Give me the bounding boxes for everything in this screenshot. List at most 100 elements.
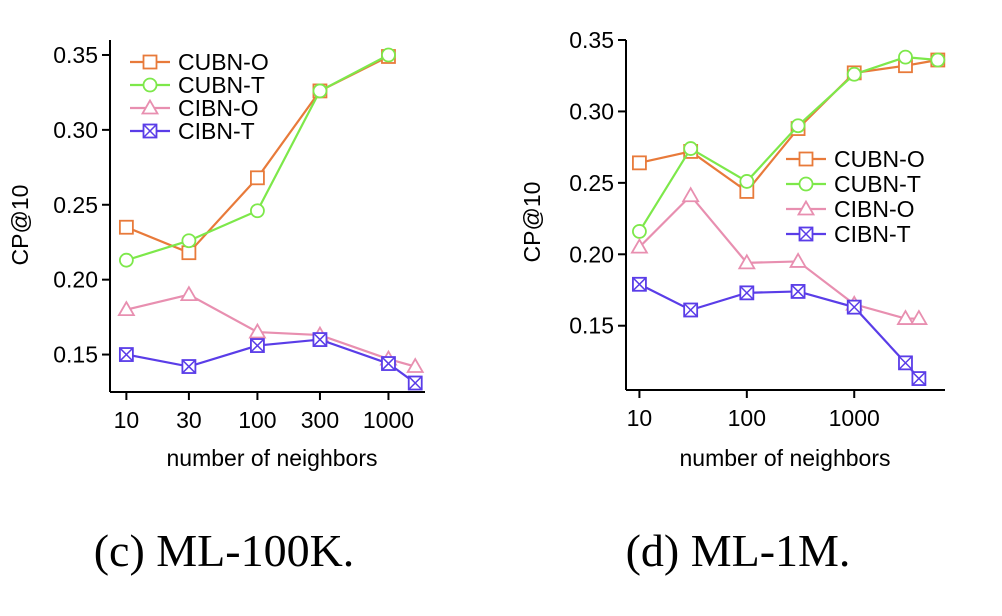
marker-x-stroke [683,302,698,318]
marker-triangle [896,309,915,325]
legend-entry: CUBN-T [786,171,921,197]
x-tick-label: 30 [176,407,202,433]
y-tick-label: 0.25 [569,170,614,196]
marker-x-stroke [791,284,806,299]
y-tick-label: 0.30 [569,98,614,124]
marker-boxed-x [790,284,806,299]
y-axis-label: CP@10 [7,185,33,266]
marker-x-stroke [911,371,926,386]
legend-entry: CIBN-T [130,118,255,144]
legend-label: CIBN-T [834,221,911,247]
marker-x-stroke [408,375,423,391]
legend-entry: CUBN-T [130,72,265,98]
y-tick-label: 0.15 [53,342,98,368]
y-tick-label: 0.20 [53,267,98,293]
marker-triangle [117,300,136,317]
plot-area: 0.15 0.20 0.25 0.30 0.35 10 100 1000 CUBN-OCUBN-… [569,27,946,431]
marker-circle [683,141,699,156]
legend-label: CUBN-T [834,171,921,197]
x-tick-label: 100 [238,407,276,433]
marker-boxed-x [118,347,134,362]
marker-square [632,155,647,171]
panel-ml-100k: 0.15 0.20 0.25 0.30 0.35 10 30 100 300 1000 CUBN-O… [7,40,425,576]
marker-x-stroke [181,359,196,374]
panel-caption: (d) ML-1M. [626,525,851,576]
legend-label: CIBN-O [834,196,915,222]
marker-circle [250,203,265,219]
x-tick-label: 10 [114,407,140,433]
marker-triangle [737,253,756,270]
marker-x-stroke [119,347,134,362]
marker-boxed-x [739,285,755,301]
marker-triangle [406,357,425,373]
marker-boxed-x [250,338,265,353]
marker-x-stroke [798,226,814,242]
marker-circle [739,174,755,189]
legend-label: CIBN-T [178,118,255,144]
marker-boxed-x [142,123,158,139]
marker-circle [930,52,946,68]
plot-area: 0.15 0.20 0.25 0.30 0.35 10 30 100 300 1000 CUBN-O… [53,40,425,433]
marker-boxed-x [632,276,647,292]
marker-triangle [630,237,649,254]
marker-circle [790,118,806,134]
marker-x-stroke [381,356,396,371]
marker-x-stroke [632,277,647,292]
series-cubn-t [632,49,946,239]
legend-label: CIBN-O [178,95,259,121]
series-line [126,338,416,384]
x-tick-label: 300 [301,407,339,433]
legend-entry: CIBN-O [786,196,915,222]
marker-boxed-x [312,332,328,347]
y-tick-label: 0.35 [53,42,98,68]
x-axis-label: number of neighbors [167,445,378,471]
x-tick-label: 100 [728,405,766,431]
y-tick-label: 0.30 [53,117,98,143]
marker-boxed-x [181,359,197,374]
marker-square [181,245,197,261]
marker-square [798,151,814,167]
y-axis-label: CP@10 [519,182,545,263]
marker-boxed-x [911,371,927,386]
marker-triangle [796,199,816,216]
x-axis-label: number of neighbors [680,445,891,471]
legend-label: CUBN-O [178,49,269,75]
marker-circle [846,66,862,82]
series-cibn-t [632,276,927,386]
panel-caption: (c) ML-100K. [94,525,355,576]
marker-x-stroke [250,338,265,353]
y-tick-label: 0.15 [569,313,614,339]
marker-circle [181,233,197,249]
marker-triangle [909,309,928,325]
series-line [638,283,920,380]
series-cibn-t [118,332,423,391]
legend-entry: CIBN-T [786,221,911,247]
marker-triangle [248,322,267,339]
marker-triangle [681,186,700,203]
marker-boxed-x [798,226,814,242]
marker-square [250,170,265,186]
legend-label: CUBN-T [178,72,265,98]
marker-square [142,54,158,70]
marker-boxed-x [407,375,423,391]
series-cubn-t [118,47,396,268]
x-tick-label: 10 [627,405,653,431]
marker-x-stroke [312,332,327,347]
legend-entry: CIBN-O [130,95,259,121]
marker-circle [898,49,913,65]
marker-circle [381,47,396,63]
marker-circle [312,83,328,99]
marker-triangle [140,98,160,115]
marker-boxed-x [683,302,699,318]
marker-circle [632,224,647,239]
marker-x-stroke [847,300,862,315]
marker-circle [142,77,158,93]
marker-triangle [789,252,808,268]
series-line [126,293,416,368]
legend-entry: CUBN-O [130,49,269,75]
marker-square [118,219,134,235]
panel-ml-1m: 0.15 0.20 0.25 0.30 0.35 10 100 1000 CUBN-OCUBN-… [519,27,946,576]
